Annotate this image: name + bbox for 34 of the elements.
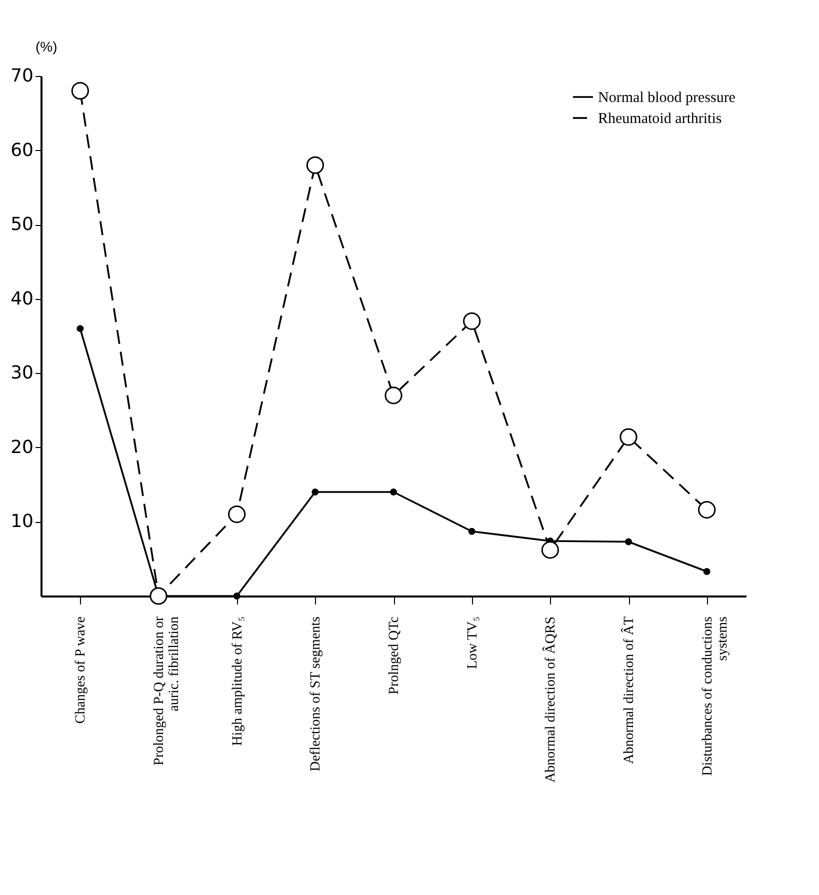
point [384,386,402,404]
legend-label: Normal blood pressure [598,90,736,106]
point [541,541,559,559]
x-tick-label: Prolnged QTc [387,616,402,694]
point [463,312,481,330]
point [620,428,638,446]
point [390,488,397,496]
x-tick-label: Low TV₅ [465,616,480,669]
y-tick-label: 70 [10,66,34,86]
x-tick-label: Abnormal direction of ÂQRS [542,616,559,783]
point [233,592,240,600]
point [76,325,84,332]
point [228,505,246,524]
x-tick-label: Abnormal direction of ÂT [620,616,637,764]
x-tick-label: High amplitude of RV₅ [230,616,246,746]
point [71,82,89,100]
y-tick-label: 60 [10,140,34,161]
y-tick-label: 30 [10,362,34,384]
x-tick-label: Disturbances of conductions systems [700,616,730,776]
y-tick-label: 50 [10,214,34,236]
x-tick-label: Changes of P wave [74,616,89,724]
point [312,488,319,496]
point [625,538,632,546]
point [306,156,324,174]
x-tick-label: Deflections of ST segments [308,616,324,772]
y-tick-label: 20 [10,436,34,458]
x-tick-label: Prolonged P-Q duration or auric. fibrillation [152,616,182,766]
point [698,501,716,519]
y-tick-label: 10 [10,511,34,532]
point [468,528,476,535]
legend-label: Rheumatoid arthritis [598,111,722,127]
y-axis-title: (%) [36,38,58,54]
y-tick-label: 40 [10,288,34,310]
point [703,568,710,575]
